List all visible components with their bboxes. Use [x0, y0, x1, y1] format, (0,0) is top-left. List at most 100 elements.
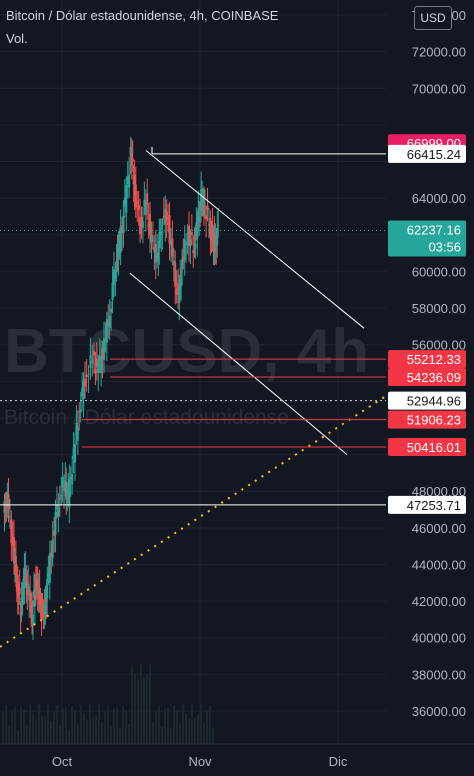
volume-bar	[167, 707, 169, 744]
watermark-name: Bitcoin / Dólar estadounidense	[4, 406, 289, 429]
candle-body	[175, 288, 178, 295]
volume-bar	[2, 712, 4, 744]
volume-bar	[149, 664, 151, 744]
price-tick-label: 70000.00	[412, 81, 466, 96]
level-label-bg	[388, 410, 466, 429]
candle-body	[122, 215, 125, 234]
candle-body	[65, 482, 68, 500]
candle-body	[140, 217, 143, 222]
volume-bar	[173, 705, 175, 744]
candle-body	[153, 247, 156, 253]
candle-body	[79, 410, 82, 413]
volume-bar	[140, 664, 142, 744]
candle-body	[169, 239, 172, 245]
candle-body	[24, 569, 27, 578]
candle-body	[48, 553, 51, 584]
price-tick-label: 46000.00	[412, 521, 466, 536]
candle-body	[11, 537, 14, 547]
volume-bar	[107, 705, 109, 744]
candle-body	[162, 215, 165, 218]
volume-bar	[104, 711, 106, 744]
candle-body	[149, 213, 152, 236]
candle-body	[114, 271, 117, 278]
candle-body	[98, 356, 101, 362]
candle-body	[168, 215, 171, 244]
volume-bar	[29, 704, 31, 744]
candle-body	[216, 227, 219, 245]
candle-body	[164, 208, 167, 225]
candle-body	[139, 217, 142, 235]
candle-body	[207, 224, 210, 226]
candle-body	[89, 355, 92, 369]
watermark-symbol: BTCUSD, 4h	[4, 317, 369, 386]
candle-body	[110, 308, 113, 313]
volume-bar	[200, 704, 202, 744]
candle-body	[67, 490, 70, 493]
candle-body	[57, 507, 60, 517]
countdown-label: 03:56	[428, 239, 461, 254]
candle-body	[23, 567, 26, 589]
level-label-bg	[388, 495, 466, 514]
candle-body	[190, 232, 193, 236]
volume-bar	[206, 710, 208, 744]
candle-body	[141, 221, 144, 228]
candle-body	[151, 239, 154, 241]
candle-body	[193, 237, 196, 240]
volume-bar	[113, 708, 115, 744]
candle-body	[198, 216, 201, 222]
volume-bar	[176, 710, 178, 744]
candle-body	[10, 519, 13, 544]
level-label: 62237.16	[407, 222, 461, 237]
candle-body	[78, 411, 81, 413]
candle-body	[107, 320, 110, 326]
volume-bar	[95, 715, 97, 744]
volume-bar	[158, 705, 160, 744]
candle-body	[210, 238, 213, 242]
candle-body	[119, 226, 122, 254]
price-tick-label: 60000.00	[412, 264, 466, 279]
candle-body	[47, 573, 50, 578]
level-label: 54236.09	[407, 370, 461, 385]
candle-body	[178, 287, 181, 303]
candle-body	[31, 614, 34, 625]
candle-body	[180, 281, 183, 286]
candle-body	[134, 184, 137, 208]
candle-body	[51, 539, 54, 558]
volume-bar	[161, 726, 163, 744]
currency-button[interactable]: USD	[414, 6, 452, 30]
price-tick-label: 38000.00	[412, 667, 466, 682]
volume-bar	[56, 705, 58, 744]
volume-bar	[209, 705, 211, 744]
level-label: 66415.24	[407, 147, 461, 162]
candle-body	[14, 556, 17, 573]
volume-bar	[65, 707, 67, 744]
volume-bar	[47, 704, 49, 744]
volume-bar	[155, 711, 157, 744]
volume-bar	[26, 724, 28, 744]
candle-body	[17, 597, 20, 600]
time-tick-label: Dic	[329, 754, 348, 769]
candle-body	[74, 444, 77, 463]
candle-body	[128, 174, 131, 188]
candle-body	[76, 426, 79, 441]
candle-body	[174, 262, 177, 288]
volume-bar	[152, 722, 154, 744]
candle-body	[60, 495, 63, 497]
level-label: 47253.71	[407, 498, 461, 513]
volume-bar	[14, 706, 16, 744]
candle-body	[167, 221, 170, 225]
candle-body	[54, 511, 57, 535]
candle-body	[121, 225, 124, 233]
volume-bar	[35, 720, 37, 744]
volume-bar	[188, 718, 190, 744]
candle-body	[137, 205, 140, 210]
volume-bar	[83, 713, 85, 744]
price-axis	[386, 0, 474, 776]
price-tick-label: 72000.00	[412, 45, 466, 60]
candle-body	[50, 552, 53, 557]
level-label-bg	[388, 220, 466, 257]
volume-bar	[50, 721, 52, 744]
candle-body	[33, 585, 36, 607]
candle-body	[181, 259, 184, 269]
